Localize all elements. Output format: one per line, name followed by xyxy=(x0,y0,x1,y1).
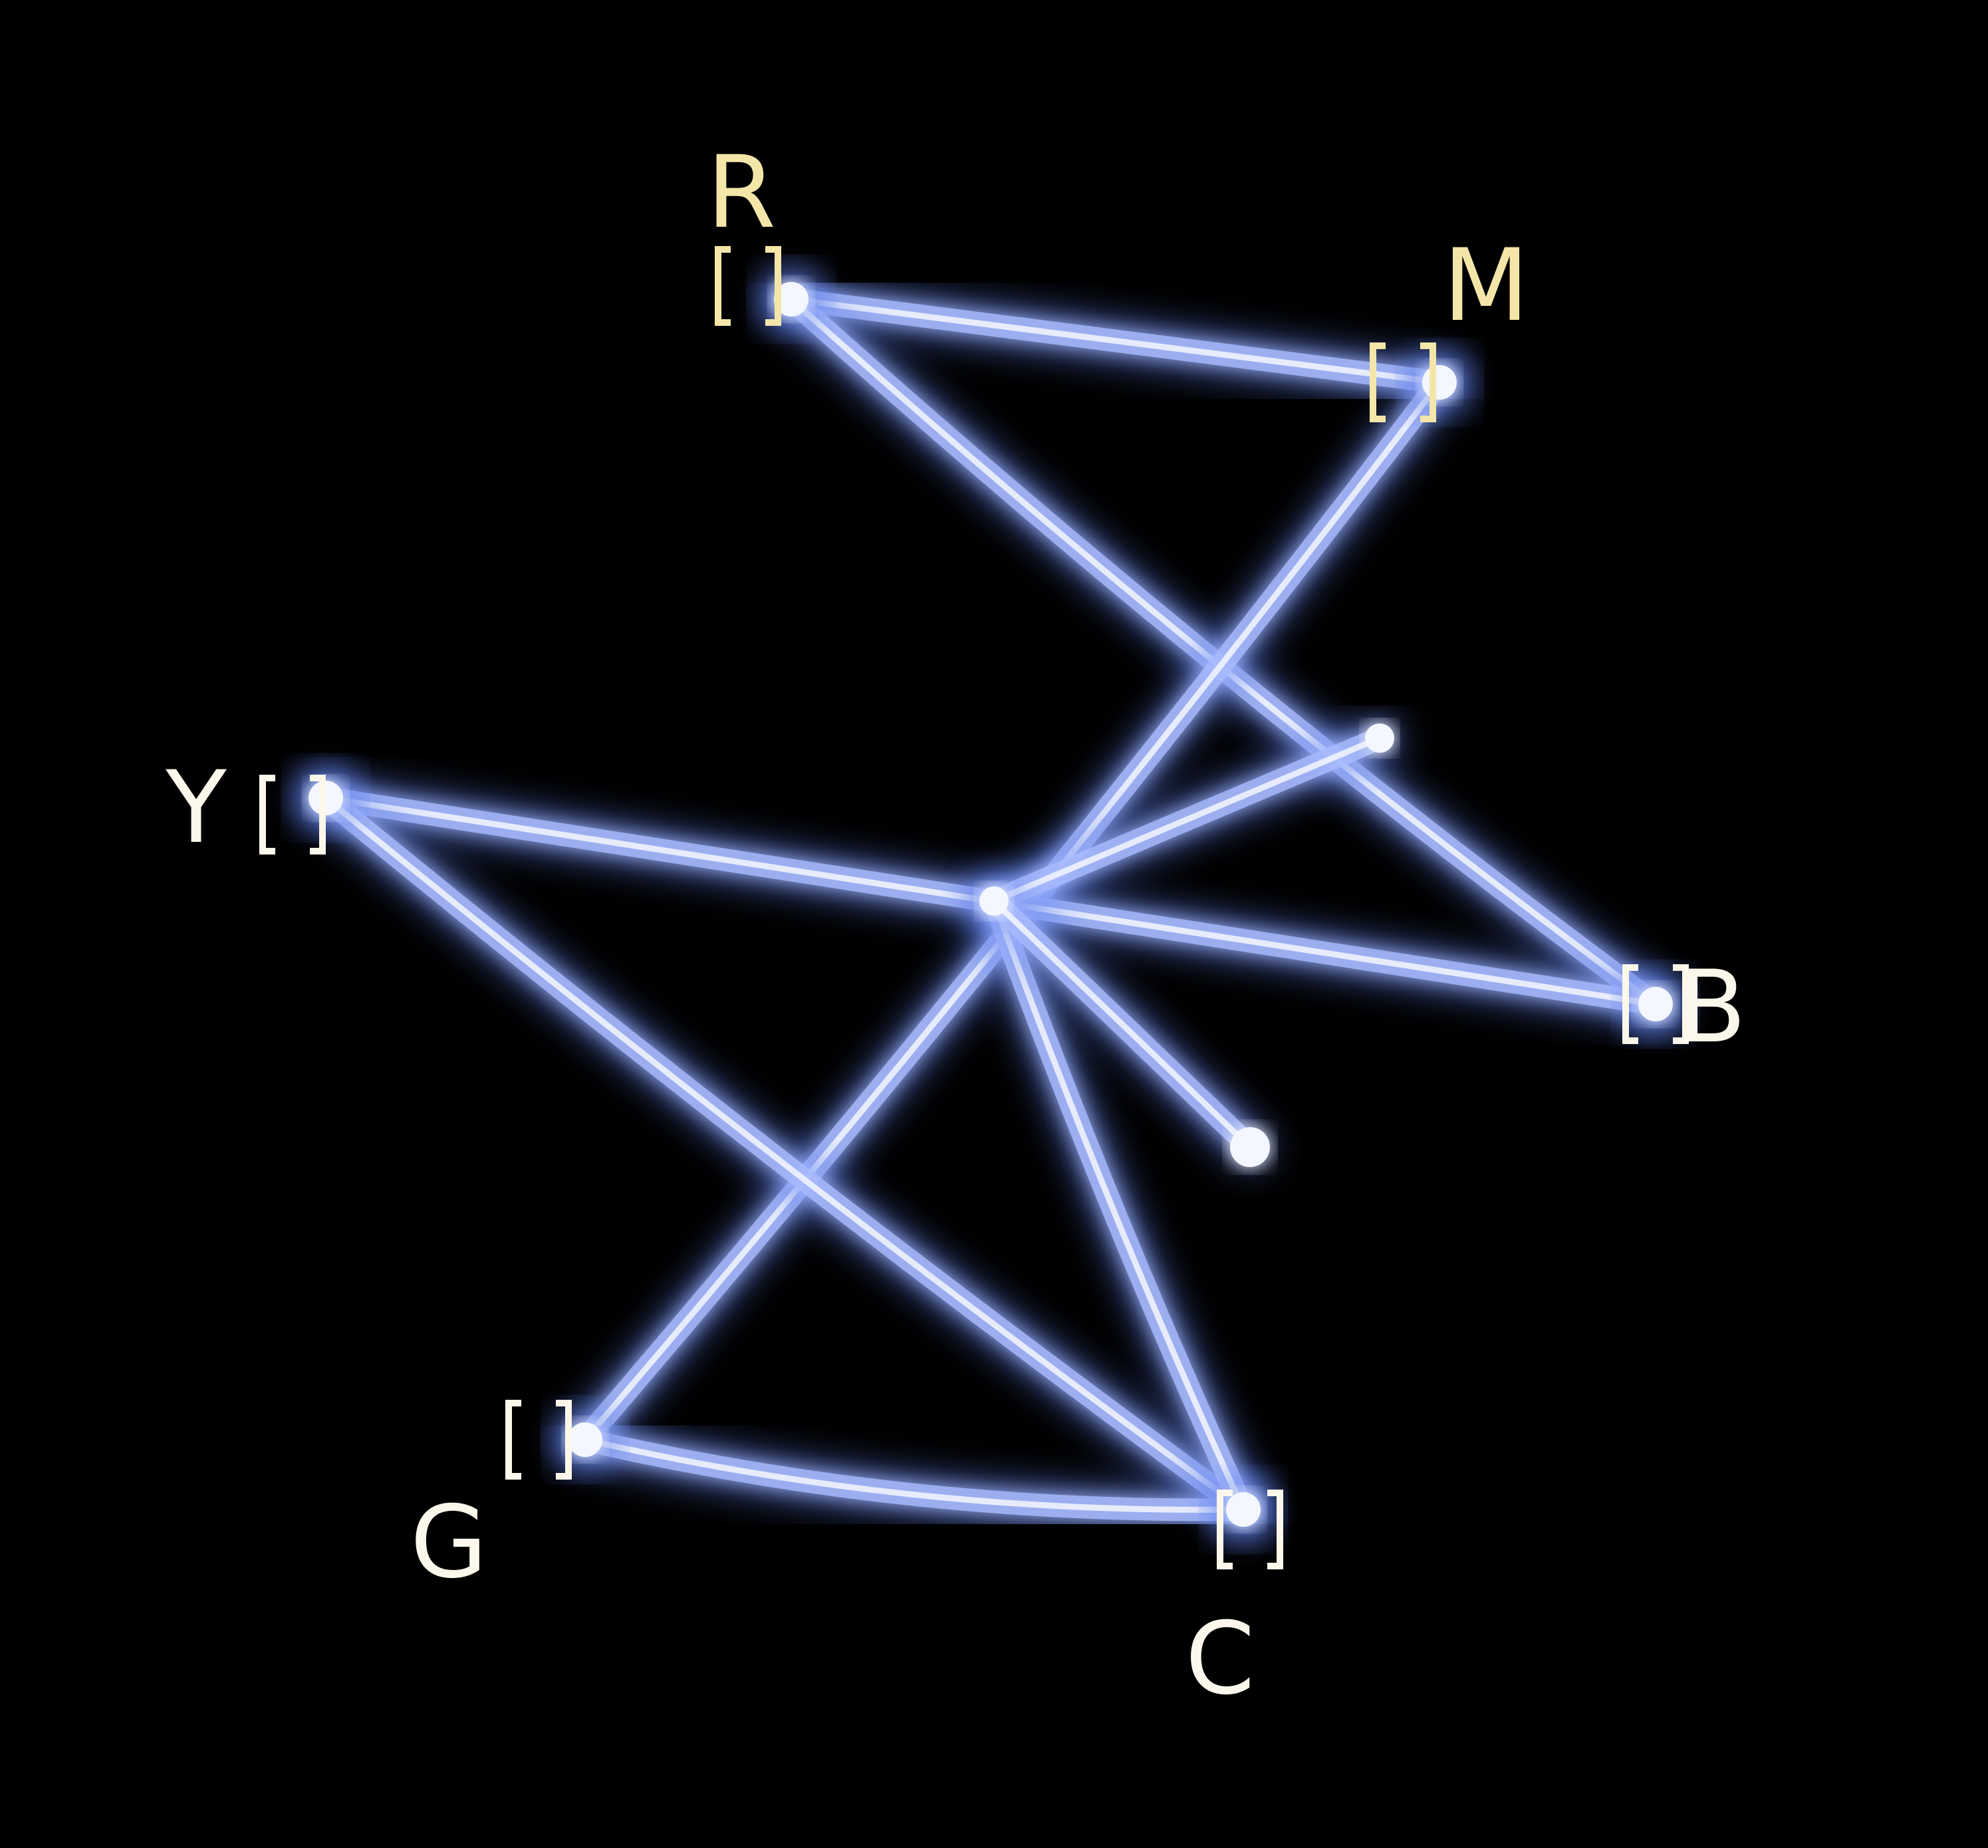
trace-hub-junction xyxy=(971,715,1403,924)
node-marker-left-bracket xyxy=(1217,1490,1233,1569)
node-marker-left-bracket xyxy=(505,1400,521,1480)
node-marker-right-bracket xyxy=(1420,342,1436,422)
node-label: C xyxy=(1185,1601,1255,1717)
trace-layer xyxy=(303,276,1679,1533)
node-label: Y xyxy=(165,750,227,866)
node-core xyxy=(1422,365,1457,400)
hub-glow-point xyxy=(979,886,1009,916)
node-c: C xyxy=(1185,1478,1283,1717)
node-core xyxy=(774,282,808,317)
node-marker-left-bracket xyxy=(1622,964,1638,1044)
node-marker-right-bracket xyxy=(310,775,326,855)
node-g: G xyxy=(410,1400,617,1601)
node-core xyxy=(1226,1492,1261,1527)
junction-glow-point xyxy=(1365,724,1394,753)
node-marker-left-bracket xyxy=(715,246,731,326)
node-marker-right-bracket xyxy=(1267,1490,1283,1569)
node-b: B xyxy=(1622,950,1747,1065)
trace-y-c xyxy=(303,775,1267,1533)
node-marker-right-bracket xyxy=(556,1400,572,1480)
node-label: M xyxy=(1443,228,1529,344)
trace-r-m xyxy=(768,276,1463,406)
node-label: B xyxy=(1678,950,1747,1065)
node-core xyxy=(1638,987,1673,1021)
node-layer: R M Y B G C xyxy=(165,135,1746,1717)
stroke-end-dot xyxy=(1230,1127,1270,1167)
node-core xyxy=(568,1422,602,1457)
node-m: M xyxy=(1370,228,1529,422)
node-label: R xyxy=(707,135,776,251)
node-y: Y xyxy=(165,750,358,866)
node-marker-left-bracket xyxy=(259,775,275,855)
trace-trailing-stroke xyxy=(971,878,1273,1170)
trace-c-hub xyxy=(971,878,1267,1533)
node-label: G xyxy=(410,1485,487,1601)
node-marker-left-bracket xyxy=(1370,342,1386,422)
node-r: R xyxy=(707,135,823,331)
node-marker-right-bracket xyxy=(1673,964,1689,1044)
node-marker-right-bracket xyxy=(765,246,781,326)
trace-g-c xyxy=(562,1416,1267,1533)
